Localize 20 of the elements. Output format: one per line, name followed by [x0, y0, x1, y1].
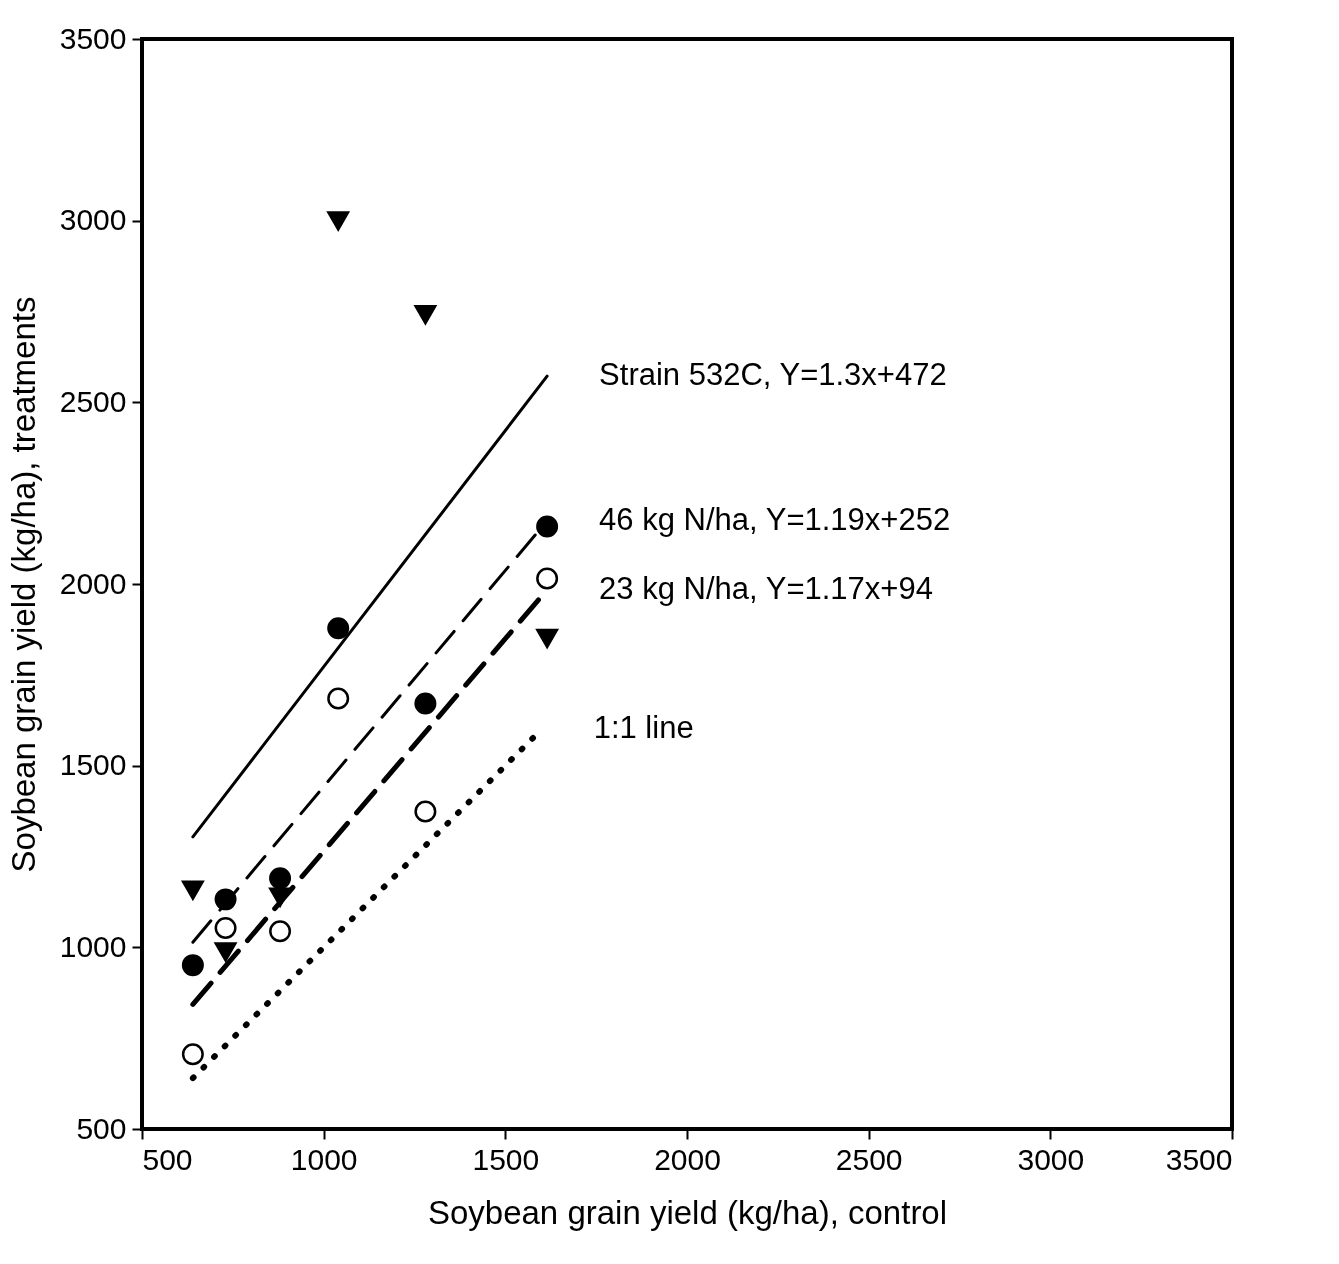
y-tick-label: 3500: [59, 21, 127, 55]
x-tick-label: 1000: [290, 1142, 358, 1176]
y-axis-title: Soybean grain yield (kg/ha), treatments: [4, 296, 42, 873]
x-tick-label: 1500: [472, 1142, 540, 1176]
y-tick-label: 2500: [59, 384, 127, 418]
x-tick-label: 2500: [835, 1142, 903, 1176]
series-label: 46 kg N/ha, Y=1.19x+252: [599, 501, 951, 537]
y-tick-label: 1500: [59, 748, 127, 782]
x-tick-label: 3000: [1017, 1142, 1085, 1176]
y-tick-label: 500: [76, 1111, 127, 1145]
x-tick-label: 500: [142, 1142, 193, 1176]
x-tick-label: 2000: [654, 1142, 721, 1176]
series-label: 23 kg N/ha, Y=1.17x+94: [599, 570, 933, 606]
series-label: 1:1 line: [593, 710, 694, 746]
y-tick-label: 3000: [59, 203, 127, 237]
y-tick-label: 2000: [59, 566, 127, 600]
x-axis-title: Soybean grain yield (kg/ha), control: [427, 1193, 948, 1231]
series-label: Strain 532C, Y=1.3x+472: [599, 357, 947, 393]
x-tick-label: 3500: [1165, 1142, 1233, 1176]
y-tick-label: 1000: [59, 929, 127, 963]
